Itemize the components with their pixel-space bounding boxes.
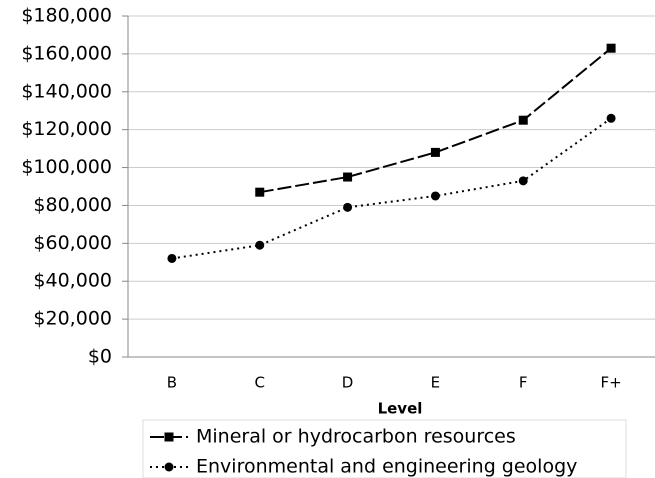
y-tick-label: $40,000 <box>33 270 112 292</box>
x-tick-label: D <box>342 374 354 392</box>
marker <box>518 176 528 186</box>
marker <box>164 462 174 472</box>
y-tick-label: $0 <box>88 346 112 368</box>
y-tick-label: $160,000 <box>21 42 112 64</box>
marker <box>606 113 616 123</box>
marker <box>430 147 440 157</box>
marker <box>164 432 174 442</box>
marker <box>343 172 353 182</box>
x-tick-label: F+ <box>600 374 621 392</box>
marker <box>518 115 528 125</box>
x-tick-label: B <box>167 374 177 392</box>
legend-label: Mineral or hydrocarbon resources <box>196 426 516 448</box>
marker <box>606 43 616 53</box>
x-tick-label: F <box>519 374 528 392</box>
series-line <box>171 117 612 260</box>
marker <box>343 202 353 212</box>
marker <box>255 187 265 197</box>
x-tick-label: C <box>255 374 265 392</box>
y-tick-label: $120,000 <box>21 118 112 140</box>
y-tick-label: $140,000 <box>21 80 112 102</box>
y-tick-label: $100,000 <box>21 156 112 178</box>
y-tick-label: $20,000 <box>33 308 112 330</box>
y-tick-label: $80,000 <box>33 194 112 216</box>
y-tick-label: $60,000 <box>33 232 112 254</box>
series-line <box>259 47 612 194</box>
x-axis-label: Level <box>378 400 423 418</box>
y-tick-label: $180,000 <box>21 5 112 27</box>
legend-box <box>142 419 627 478</box>
marker <box>255 240 265 250</box>
marker <box>167 253 177 263</box>
x-tick-label: E <box>431 374 440 392</box>
marker <box>430 191 440 201</box>
legend-label: Environmental and engineering geology <box>196 456 577 478</box>
